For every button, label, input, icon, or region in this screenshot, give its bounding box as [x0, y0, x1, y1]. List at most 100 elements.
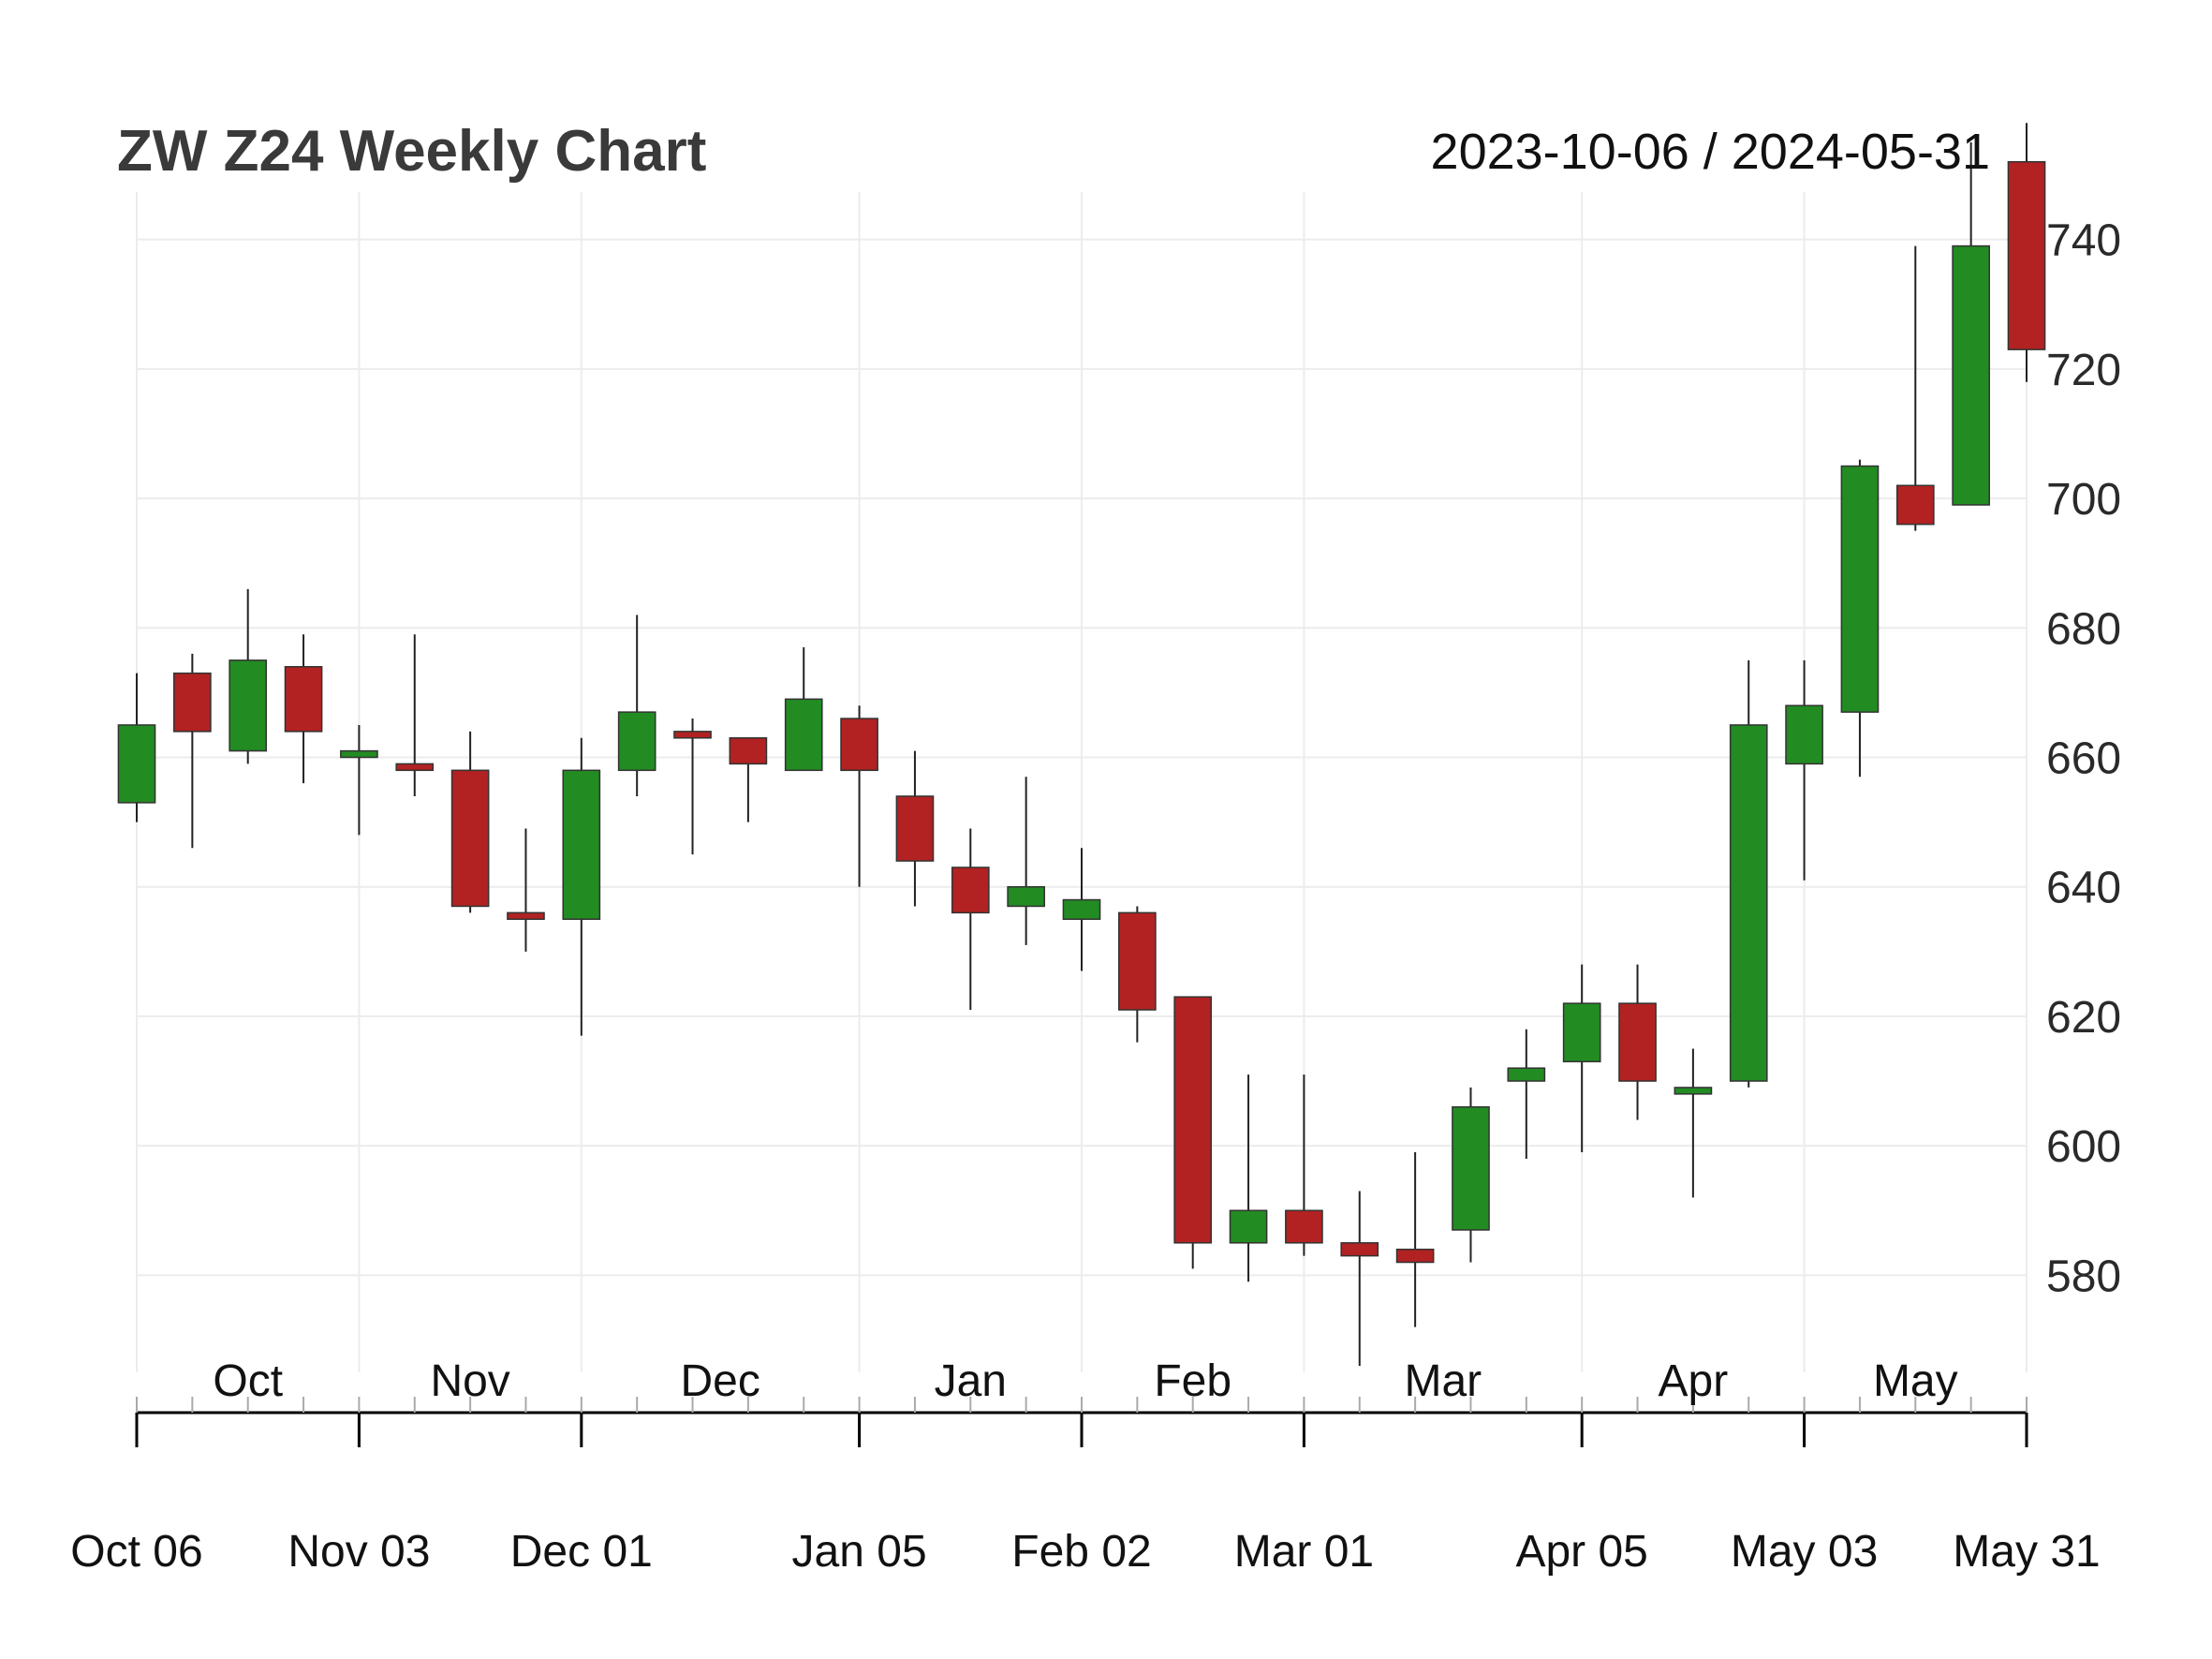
date-range: 2023-10-06 / 2024-05-31	[1431, 124, 1990, 180]
candle	[1562, 964, 1601, 1153]
candle-body	[784, 698, 823, 772]
y-tick-label: 680	[2046, 604, 2121, 654]
y-tick-label: 700	[2046, 475, 2121, 525]
candle	[1952, 142, 1990, 506]
x-month-label: Dec	[681, 1356, 760, 1406]
candle	[284, 634, 323, 784]
y-tick-label: 580	[2046, 1252, 2121, 1301]
candle	[784, 647, 823, 772]
candle	[951, 828, 990, 1011]
candle-body	[1062, 898, 1101, 921]
candle	[1285, 1074, 1323, 1256]
candle	[1507, 1029, 1546, 1159]
x-date-label: Nov 03	[288, 1527, 430, 1577]
candle	[1452, 1087, 1490, 1263]
chart-title: ZW Z24 Weekly Chart	[117, 119, 706, 184]
candle-body	[617, 711, 656, 772]
axes	[135, 1397, 2028, 1447]
candle-body	[2007, 160, 2046, 350]
x-month-label: Oct	[213, 1356, 283, 1406]
candle	[840, 705, 878, 887]
candle	[1007, 777, 1045, 945]
candle	[395, 634, 435, 796]
candle-body	[1007, 885, 1045, 908]
candle-body	[340, 749, 378, 759]
candle-body	[895, 795, 935, 862]
y-tick-label: 600	[2046, 1122, 2121, 1172]
candle-body	[1395, 1248, 1435, 1264]
candle	[2007, 123, 2046, 382]
x-date-label: Feb 02	[1011, 1527, 1151, 1577]
candle-body	[1229, 1209, 1268, 1244]
candle-body	[1285, 1209, 1323, 1244]
candle	[895, 750, 935, 907]
candle	[507, 828, 545, 952]
candle	[117, 673, 156, 822]
candle-body	[562, 769, 601, 921]
candle-body	[1340, 1242, 1379, 1257]
candle-body	[1729, 724, 1768, 1082]
candle	[450, 731, 490, 913]
y-tick-label: 640	[2046, 864, 2121, 913]
x-month-label: Jan	[935, 1356, 1007, 1406]
candle	[1229, 1074, 1268, 1282]
candle-body	[229, 659, 268, 752]
candle-body	[673, 731, 712, 739]
labels: 580 600 620 640 660 680 700 720 740 Oct 06 Nov 03 D…	[70, 216, 2121, 1577]
candle-body	[729, 737, 768, 765]
x-date-label: May 03	[1731, 1527, 1878, 1577]
x-date-label: Dec 01	[510, 1527, 653, 1577]
candle	[1395, 1152, 1435, 1327]
candle-body	[1173, 996, 1213, 1244]
x-month-label: Apr	[1659, 1356, 1729, 1406]
candle	[229, 588, 268, 764]
candle	[340, 724, 378, 836]
candle	[1895, 245, 1935, 531]
x-month-label: Nov	[430, 1356, 509, 1406]
x-date-label: Mar 01	[1234, 1527, 1374, 1577]
candle	[673, 718, 712, 855]
candle-body	[117, 724, 156, 804]
candle	[173, 653, 212, 849]
candle-body	[450, 769, 490, 908]
candle	[1674, 1048, 1713, 1198]
candle-body	[1562, 1002, 1601, 1063]
x-month-label: Feb	[1154, 1356, 1231, 1406]
candle	[1840, 459, 1880, 778]
candle-body	[173, 672, 212, 733]
candle-body	[395, 763, 435, 772]
candle	[1062, 848, 1101, 971]
candle	[1173, 996, 1213, 1269]
y-tick-label: 620	[2046, 993, 2121, 1043]
x-date-label: Oct 06	[70, 1527, 202, 1577]
x-date-label: Apr 05	[1515, 1527, 1647, 1577]
candle	[1340, 1191, 1379, 1367]
candle-body	[284, 666, 323, 733]
candle-body	[1618, 1002, 1657, 1082]
candles	[117, 123, 2046, 1367]
candle-body	[507, 911, 545, 921]
x-date-label: Jan 05	[792, 1527, 927, 1577]
candle-body	[1118, 911, 1157, 1011]
x-date-label: May 31	[1953, 1527, 2100, 1577]
candle	[729, 737, 768, 822]
candle	[1785, 659, 1823, 881]
candle-body	[1785, 704, 1823, 765]
candle-body	[1507, 1067, 1546, 1082]
y-tick-label: 720	[2046, 346, 2121, 395]
y-tick-label: 660	[2046, 734, 2121, 784]
candle-body	[1452, 1105, 1490, 1231]
candle-body	[840, 718, 878, 772]
candle-body	[1840, 465, 1880, 713]
candle	[1118, 906, 1157, 1043]
x-month-label: May	[1873, 1356, 1958, 1406]
candle-body	[1952, 244, 1990, 506]
candle	[1729, 659, 1768, 1088]
candle	[562, 737, 601, 1036]
candle-body	[951, 867, 990, 914]
candle	[1618, 964, 1657, 1120]
candle-body	[1674, 1087, 1713, 1095]
candle	[617, 615, 656, 796]
